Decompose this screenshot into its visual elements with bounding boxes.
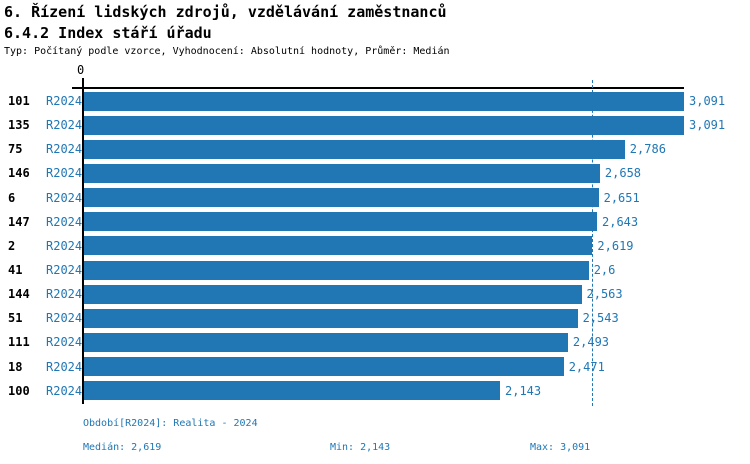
bar xyxy=(84,381,500,401)
bar-value-label: 3,091 xyxy=(689,94,726,109)
row-series-label: R2024 xyxy=(46,166,83,181)
bar-track: 3,091 xyxy=(84,91,750,111)
bar-value-label: 2,643 xyxy=(602,214,639,229)
bar-value-label: 2,543 xyxy=(582,311,619,326)
bar-value-label: 2,471 xyxy=(568,359,605,374)
bar-track: 2,143 xyxy=(84,381,750,401)
row-category-label: 2 xyxy=(8,238,16,253)
bar-track: 2,786 xyxy=(84,139,750,159)
bar xyxy=(84,236,593,256)
bar xyxy=(84,212,597,232)
chart-title: 6.4.2 Index stáří úřadu xyxy=(4,24,212,42)
bar xyxy=(84,284,582,304)
row-category-label: 144 xyxy=(8,287,30,302)
chart-row: 101 R2024 3,091 xyxy=(8,89,750,113)
bar-track: 2,643 xyxy=(84,212,750,232)
row-series-label: R2024 xyxy=(46,142,83,157)
row-category-label: 18 xyxy=(8,359,23,374)
footer-period-label: Období[R2024]: Realita - 2024 xyxy=(83,418,258,429)
bar-track: 2,619 xyxy=(84,236,750,256)
bar xyxy=(84,91,684,111)
chart-row: 2 R2024 2,619 xyxy=(8,234,750,258)
footer-max-stat: Max: 3,091 xyxy=(530,442,591,453)
bar-track: 2,471 xyxy=(84,357,750,377)
chart-row: 146 R2024 2,658 xyxy=(8,161,750,185)
row-category-label: 135 xyxy=(8,118,30,133)
bar-track: 2,493 xyxy=(84,332,750,352)
chart-row: 147 R2024 2,643 xyxy=(8,210,750,234)
bar-track: 2,6 xyxy=(84,260,750,280)
bar-track: 3,091 xyxy=(84,115,750,135)
chart-row: 6 R2024 2,651 xyxy=(8,186,750,210)
row-series-label: R2024 xyxy=(46,118,83,133)
row-series-label: R2024 xyxy=(46,287,83,302)
bar xyxy=(84,188,599,208)
report-title: 6. Řízení lidských zdrojů, vzdělávání za… xyxy=(4,3,447,21)
y-axis-line xyxy=(82,78,84,404)
bar-value-label: 2,493 xyxy=(572,335,610,350)
row-category-label: 101 xyxy=(8,94,30,109)
chart-row: 41 R2024 2,6 xyxy=(8,258,750,282)
bar xyxy=(84,115,684,135)
row-category-label: 75 xyxy=(8,142,23,157)
chart-row: 135 R2024 3,091 xyxy=(8,113,750,137)
bar-track: 2,651 xyxy=(84,188,750,208)
row-category-label: 51 xyxy=(8,311,23,326)
bar-value-label: 2,6 xyxy=(593,263,616,278)
bar-track: 2,658 xyxy=(84,163,750,183)
bar xyxy=(84,139,625,159)
row-category-label: 147 xyxy=(8,214,30,229)
bar-value-label: 2,619 xyxy=(597,238,634,253)
bar-track: 2,563 xyxy=(84,284,750,304)
row-series-label: R2024 xyxy=(46,335,83,350)
row-series-label: R2024 xyxy=(46,359,83,374)
footer-min-stat: Min: 2,143 xyxy=(330,442,391,453)
median-line xyxy=(592,80,594,406)
x-axis-zero-tick-label: 0 xyxy=(77,63,85,77)
chart-row: 75 R2024 2,786 xyxy=(8,137,750,161)
chart-row: 100 R2024 2,143 xyxy=(8,379,750,403)
chart-meta-line: Typ: Počítaný podle vzorce, Vyhodnocení:… xyxy=(4,46,450,57)
row-series-label: R2024 xyxy=(46,383,83,398)
bar-value-label: 3,091 xyxy=(689,118,726,133)
chart-row: 51 R2024 2,543 xyxy=(8,306,750,330)
chart-rows: 101 R2024 3,091 135 R2024 3,091 75 R2024 2,786 14… xyxy=(8,89,750,403)
row-series-label: R2024 xyxy=(46,263,83,278)
row-category-label: 41 xyxy=(8,263,23,278)
chart-row: 144 R2024 2,563 xyxy=(8,282,750,306)
bar xyxy=(84,163,600,183)
bar-value-label: 2,563 xyxy=(586,287,623,302)
bar xyxy=(84,332,568,352)
bar xyxy=(84,357,564,377)
x-axis-line xyxy=(72,87,684,89)
row-category-label: 111 xyxy=(8,335,30,350)
bar xyxy=(84,308,578,328)
row-series-label: R2024 xyxy=(46,311,83,326)
row-category-label: 6 xyxy=(8,190,16,205)
bar-value-label: 2,143 xyxy=(505,383,542,398)
bar-value-label: 2,658 xyxy=(604,166,642,181)
bar xyxy=(84,260,589,280)
footer-median-stat: Medián: 2,619 xyxy=(83,442,162,453)
row-series-label: R2024 xyxy=(46,238,83,253)
chart-row: 18 R2024 2,471 xyxy=(8,355,750,379)
row-series-label: R2024 xyxy=(46,190,83,205)
row-series-label: R2024 xyxy=(46,214,83,229)
row-category-label: 100 xyxy=(8,383,30,398)
bar-value-label: 2,651 xyxy=(603,190,640,205)
bar-value-label: 2,786 xyxy=(629,142,666,157)
chart-row: 111 R2024 2,493 xyxy=(8,330,750,354)
bar-track: 2,543 xyxy=(84,308,750,328)
row-category-label: 146 xyxy=(8,166,30,181)
row-series-label: R2024 xyxy=(46,94,83,109)
